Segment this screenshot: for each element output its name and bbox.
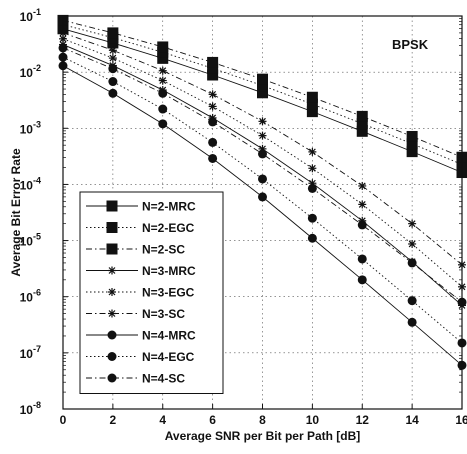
x-tick-label: 8: [259, 413, 266, 427]
data-point: [108, 89, 117, 98]
x-axis-title: Average SNR per Bit per Path [dB]: [165, 429, 361, 443]
data-point: [209, 102, 217, 110]
legend-marker: [107, 201, 118, 212]
y-tick-label: 10-3: [20, 119, 41, 136]
legend: N=2-MRC N=2-EGC N=2-SC N=3-MRC N=3-EGC N=3-SC…: [80, 192, 223, 394]
data-point: [308, 184, 317, 193]
data-point: [109, 54, 117, 62]
legend-marker: [108, 267, 116, 275]
data-point: [158, 105, 167, 114]
legend-label: N=3-SC: [142, 307, 185, 321]
data-point: [307, 92, 318, 103]
data-point: [308, 234, 317, 243]
x-tick-label: 6: [209, 413, 216, 427]
legend-marker: [108, 288, 116, 296]
x-tick-label: 12: [356, 413, 370, 427]
data-point: [259, 132, 267, 140]
data-point: [358, 275, 367, 284]
y-tick-label: 10-2: [20, 63, 41, 80]
data-point: [208, 117, 217, 126]
legend-label: N=4-SC: [142, 372, 185, 386]
legend-label: N=2-MRC: [142, 200, 196, 214]
data-point: [108, 64, 117, 73]
y-tick-label: 10-7: [20, 344, 41, 361]
y-tick-label: 10-8: [20, 400, 41, 417]
data-point: [408, 220, 416, 228]
data-point: [157, 41, 168, 52]
x-tick-label: 14: [405, 413, 419, 427]
data-point: [308, 214, 317, 223]
legend-marker: [108, 352, 117, 361]
x-tick-label: 4: [159, 413, 166, 427]
data-point: [257, 74, 268, 85]
y-tick-label: 10-6: [20, 288, 41, 305]
data-point: [107, 27, 118, 38]
legend-marker: [108, 374, 117, 383]
data-point: [159, 77, 167, 85]
data-point: [258, 174, 267, 183]
y-tick-label: 10-1: [20, 7, 41, 24]
data-point: [159, 67, 167, 75]
data-point: [158, 89, 167, 98]
modulation-annotation: BPSK: [392, 37, 429, 52]
x-tick-label: 10: [306, 413, 320, 427]
legend-label: N=4-EGC: [142, 350, 195, 364]
data-point: [308, 164, 316, 172]
data-point: [358, 220, 367, 229]
data-point: [408, 296, 417, 305]
legend-marker: [108, 310, 116, 318]
data-point: [259, 117, 267, 125]
legend-label: N=3-MRC: [142, 264, 196, 278]
x-tick-label: 0: [60, 413, 67, 427]
y-axis-title: Average Bit Error Rate: [9, 148, 23, 277]
data-point: [358, 254, 367, 263]
data-point: [207, 57, 218, 68]
legend-marker: [107, 244, 118, 255]
data-point: [358, 200, 366, 208]
data-point: [108, 77, 117, 86]
legend-label: N=4-MRC: [142, 329, 196, 343]
x-tick-label: 2: [110, 413, 117, 427]
data-point: [258, 192, 267, 201]
legend-marker: [108, 331, 117, 340]
legend-marker: [107, 222, 118, 233]
data-point: [407, 131, 418, 142]
x-tick-label: 16: [455, 413, 467, 427]
data-point: [308, 148, 316, 156]
data-point: [158, 119, 167, 128]
data-point: [208, 154, 217, 163]
legend-label: N=2-SC: [142, 243, 185, 257]
data-point: [408, 240, 416, 248]
data-point: [208, 138, 217, 147]
legend-label: N=3-EGC: [142, 286, 195, 300]
data-point: [357, 111, 368, 122]
data-point: [408, 258, 417, 267]
data-point: [109, 46, 117, 54]
data-point: [358, 182, 366, 190]
data-point: [408, 318, 417, 327]
data-point: [209, 90, 217, 98]
data-point: [258, 149, 267, 158]
legend-label: N=2-EGC: [142, 221, 195, 235]
